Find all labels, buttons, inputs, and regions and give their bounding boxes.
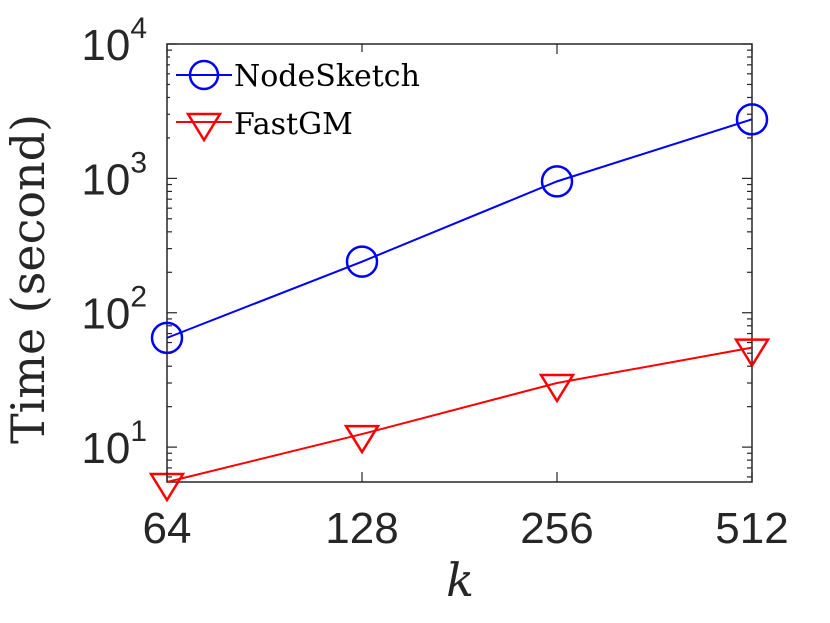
y-tick-label: 102	[81, 281, 147, 339]
y-tick-base: 10	[81, 21, 130, 70]
y-tick-exponent: 2	[130, 281, 147, 314]
series-line-fastgm	[166, 346, 753, 483]
data-point-fastgm	[343, 424, 381, 455]
data-point-fastgm	[733, 338, 771, 369]
x-tick-label: 64	[143, 504, 192, 553]
x-tick-label: 256	[520, 504, 593, 553]
legend: NodeSketch FastGM	[170, 52, 440, 148]
x-axis-title: k	[446, 553, 474, 607]
x-tick-label: 512	[715, 504, 788, 553]
legend-marker-fastgm	[185, 112, 223, 143]
series-line-nodesketch	[166, 118, 753, 339]
axes-box	[166, 43, 753, 483]
data-point-fastgm	[538, 373, 576, 404]
y-tick-base: 10	[81, 155, 130, 204]
y-tick-label: 104	[81, 12, 147, 70]
y-axis-title: Time (second)	[1, 114, 55, 444]
y-tick-label: 103	[81, 146, 147, 204]
data-point-nodesketch	[345, 245, 379, 278]
y-tick-exponent: 1	[130, 415, 147, 448]
y-tick-exponent: 3	[130, 146, 147, 179]
legend-marker-nodesketch	[188, 59, 220, 91]
legend-label-nodesketch: NodeSketch	[234, 59, 420, 94]
plot-area	[148, 43, 771, 503]
legend-label-fastgm: FastGM	[234, 107, 353, 142]
x-tick-label: 128	[325, 504, 398, 553]
y-tick-base: 10	[81, 424, 130, 473]
data-point-nodesketch	[540, 165, 574, 198]
y-tick-label: 101	[81, 415, 147, 473]
y-tick-exponent: 4	[130, 12, 147, 45]
data-point-nodesketch	[735, 103, 769, 136]
y-tick-base: 10	[81, 290, 130, 339]
